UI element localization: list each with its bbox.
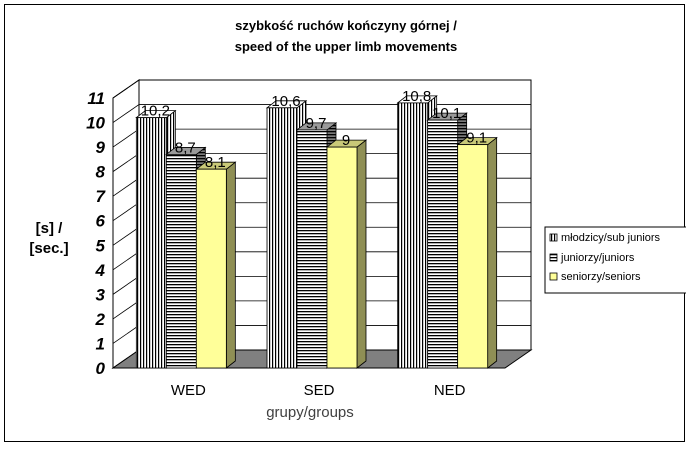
bar-seniors-wed [195,161,237,369]
y-tick-label: 7 [96,187,107,206]
data-label: 10,2 [141,103,170,120]
legend-swatch-juniors [549,253,558,262]
y-tick-label: 2 [95,310,106,329]
bar-front [326,146,358,369]
bar-side [356,139,367,369]
y-tick-label: 9 [96,138,106,157]
data-label: 8,1 [205,154,226,171]
legend-box [544,226,686,294]
category-label: NED [434,382,466,399]
chart-title-line-2: speed of the upper limb movements [235,39,458,54]
chart-frame: szybkość ruchów kończyny górnej / speed … [4,4,686,442]
category-label: SED [304,382,335,399]
chart-title-line-1: szybkość ruchów kończyny górnej / [235,18,457,33]
y-tick-label: 6 [96,212,106,231]
bar-front [135,117,167,369]
bar-front [296,129,328,369]
data-label: 8,7 [175,139,196,156]
legend: młodzicy/sub juniors juniorzy/juniors se… [544,226,686,294]
bar-seniors-ned [456,136,498,369]
bar-front [427,119,459,369]
y-tick-label: 1 [96,334,105,353]
bar-front [397,102,429,369]
y-axis-label-line-2: [sec.] [29,240,68,257]
category-label: WED [171,382,206,399]
bar-front [266,107,298,369]
bar-side [487,136,498,369]
data-label: 10,1 [432,105,461,122]
y-tick-label: 5 [96,236,106,255]
legend-swatch-sub-juniors [549,233,558,242]
data-label: 10,8 [402,88,431,105]
bar-seniors-sed [325,139,368,369]
y-tick-labels: 0 1 2 3 4 5 6 7 8 9 10 11 [86,89,106,378]
data-labels: 10,2 8,7 8,1 10,6 9,7 9 10,810,1 9,1 [141,88,487,171]
y-tick-label: 10 [86,114,105,133]
side-wall [112,79,140,369]
y-tick-label: 4 [95,261,106,280]
legend-label-juniors: juniorzy/juniors [560,252,635,264]
data-label: 10,6 [271,93,300,110]
bar-front [457,144,489,369]
y-axis-label-line-1: [s] / [36,220,64,237]
legend-label-sub-juniors: młodzicy/sub juniors [561,232,661,244]
bar-side [225,161,236,369]
bar-front [165,154,197,369]
bars [135,95,498,369]
gridline [112,79,531,99]
bar-front [195,168,227,369]
y-tick-label: 11 [87,89,105,108]
x-axis-label: grupy/groups [266,404,354,421]
legend-swatch-seniors [549,272,558,281]
bar-chart: szybkość ruchów kończyny górnej / speed … [29,18,686,421]
category-labels: WED SED NED [171,382,466,399]
y-tick-label: 8 [96,163,106,182]
y-tick-label: 3 [96,285,106,304]
data-label: 9,1 [466,130,487,147]
data-label: 9 [342,132,350,149]
legend-label-seniors: seniorzy/seniors [561,271,641,283]
y-tick-label: 0 [96,359,106,378]
data-label: 9,7 [306,115,327,132]
